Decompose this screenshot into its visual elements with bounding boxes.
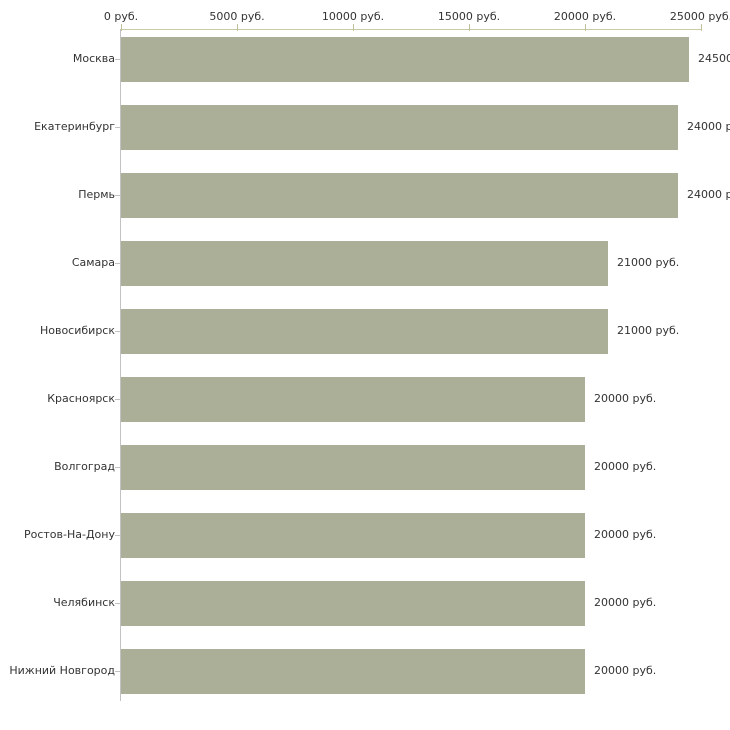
category-tick — [115, 195, 120, 196]
x-axis-tick-label: 15000 руб. — [437, 10, 501, 23]
category-label: Екатеринбург — [34, 120, 115, 133]
bar — [121, 513, 585, 558]
x-axis-line — [121, 29, 702, 30]
category-label: Новосибирск — [39, 324, 115, 337]
category-label: Ростов-На-Дону — [23, 528, 115, 541]
x-axis-tick-label: 20000 руб. — [553, 10, 617, 23]
bar — [121, 649, 585, 694]
category-label: Москва — [72, 52, 115, 65]
value-label: 20000 руб. — [594, 664, 657, 677]
bar — [121, 309, 608, 354]
value-label: 20000 руб. — [594, 596, 657, 609]
x-axis-tick — [701, 24, 702, 31]
x-axis-tick-label: 0 руб. — [103, 10, 139, 23]
category-tick — [115, 671, 120, 672]
category-tick — [115, 331, 120, 332]
category-tick — [115, 399, 120, 400]
x-axis-tick — [237, 24, 238, 31]
category-tick — [115, 263, 120, 264]
category-label: Пермь — [78, 188, 115, 201]
x-axis-tick — [353, 24, 354, 31]
bar — [121, 445, 585, 490]
bar — [121, 37, 689, 82]
bar — [121, 581, 585, 626]
category-label: Самара — [71, 256, 115, 269]
y-axis-line — [120, 29, 121, 701]
bar — [121, 105, 678, 150]
x-axis-tick-label: 25000 руб. — [669, 10, 730, 23]
x-axis-tick — [121, 24, 122, 31]
value-label: 21000 руб. — [617, 256, 680, 269]
category-tick — [115, 127, 120, 128]
x-axis-tick-label: 10000 руб. — [321, 10, 385, 23]
value-label: 21000 руб. — [617, 324, 680, 337]
value-label: 20000 руб. — [594, 460, 657, 473]
value-label: 24000 руб. — [687, 188, 730, 201]
category-tick — [115, 535, 120, 536]
category-label: Челябинск — [53, 596, 115, 609]
x-axis-tick — [469, 24, 470, 31]
x-axis-tick — [585, 24, 586, 31]
bar — [121, 173, 678, 218]
value-label: 20000 руб. — [594, 528, 657, 541]
bar — [121, 377, 585, 422]
value-label: 20000 руб. — [594, 392, 657, 405]
category-tick — [115, 467, 120, 468]
category-label: Нижний Новгород — [9, 664, 115, 677]
bar — [121, 241, 608, 286]
x-axis-tick-label: 5000 руб. — [209, 10, 265, 23]
value-label: 24000 руб. — [687, 120, 730, 133]
value-label: 24500 руб. — [698, 52, 730, 65]
category-label: Красноярск — [47, 392, 115, 405]
category-tick — [115, 603, 120, 604]
category-tick — [115, 59, 120, 60]
category-label: Волгоград — [54, 460, 115, 473]
